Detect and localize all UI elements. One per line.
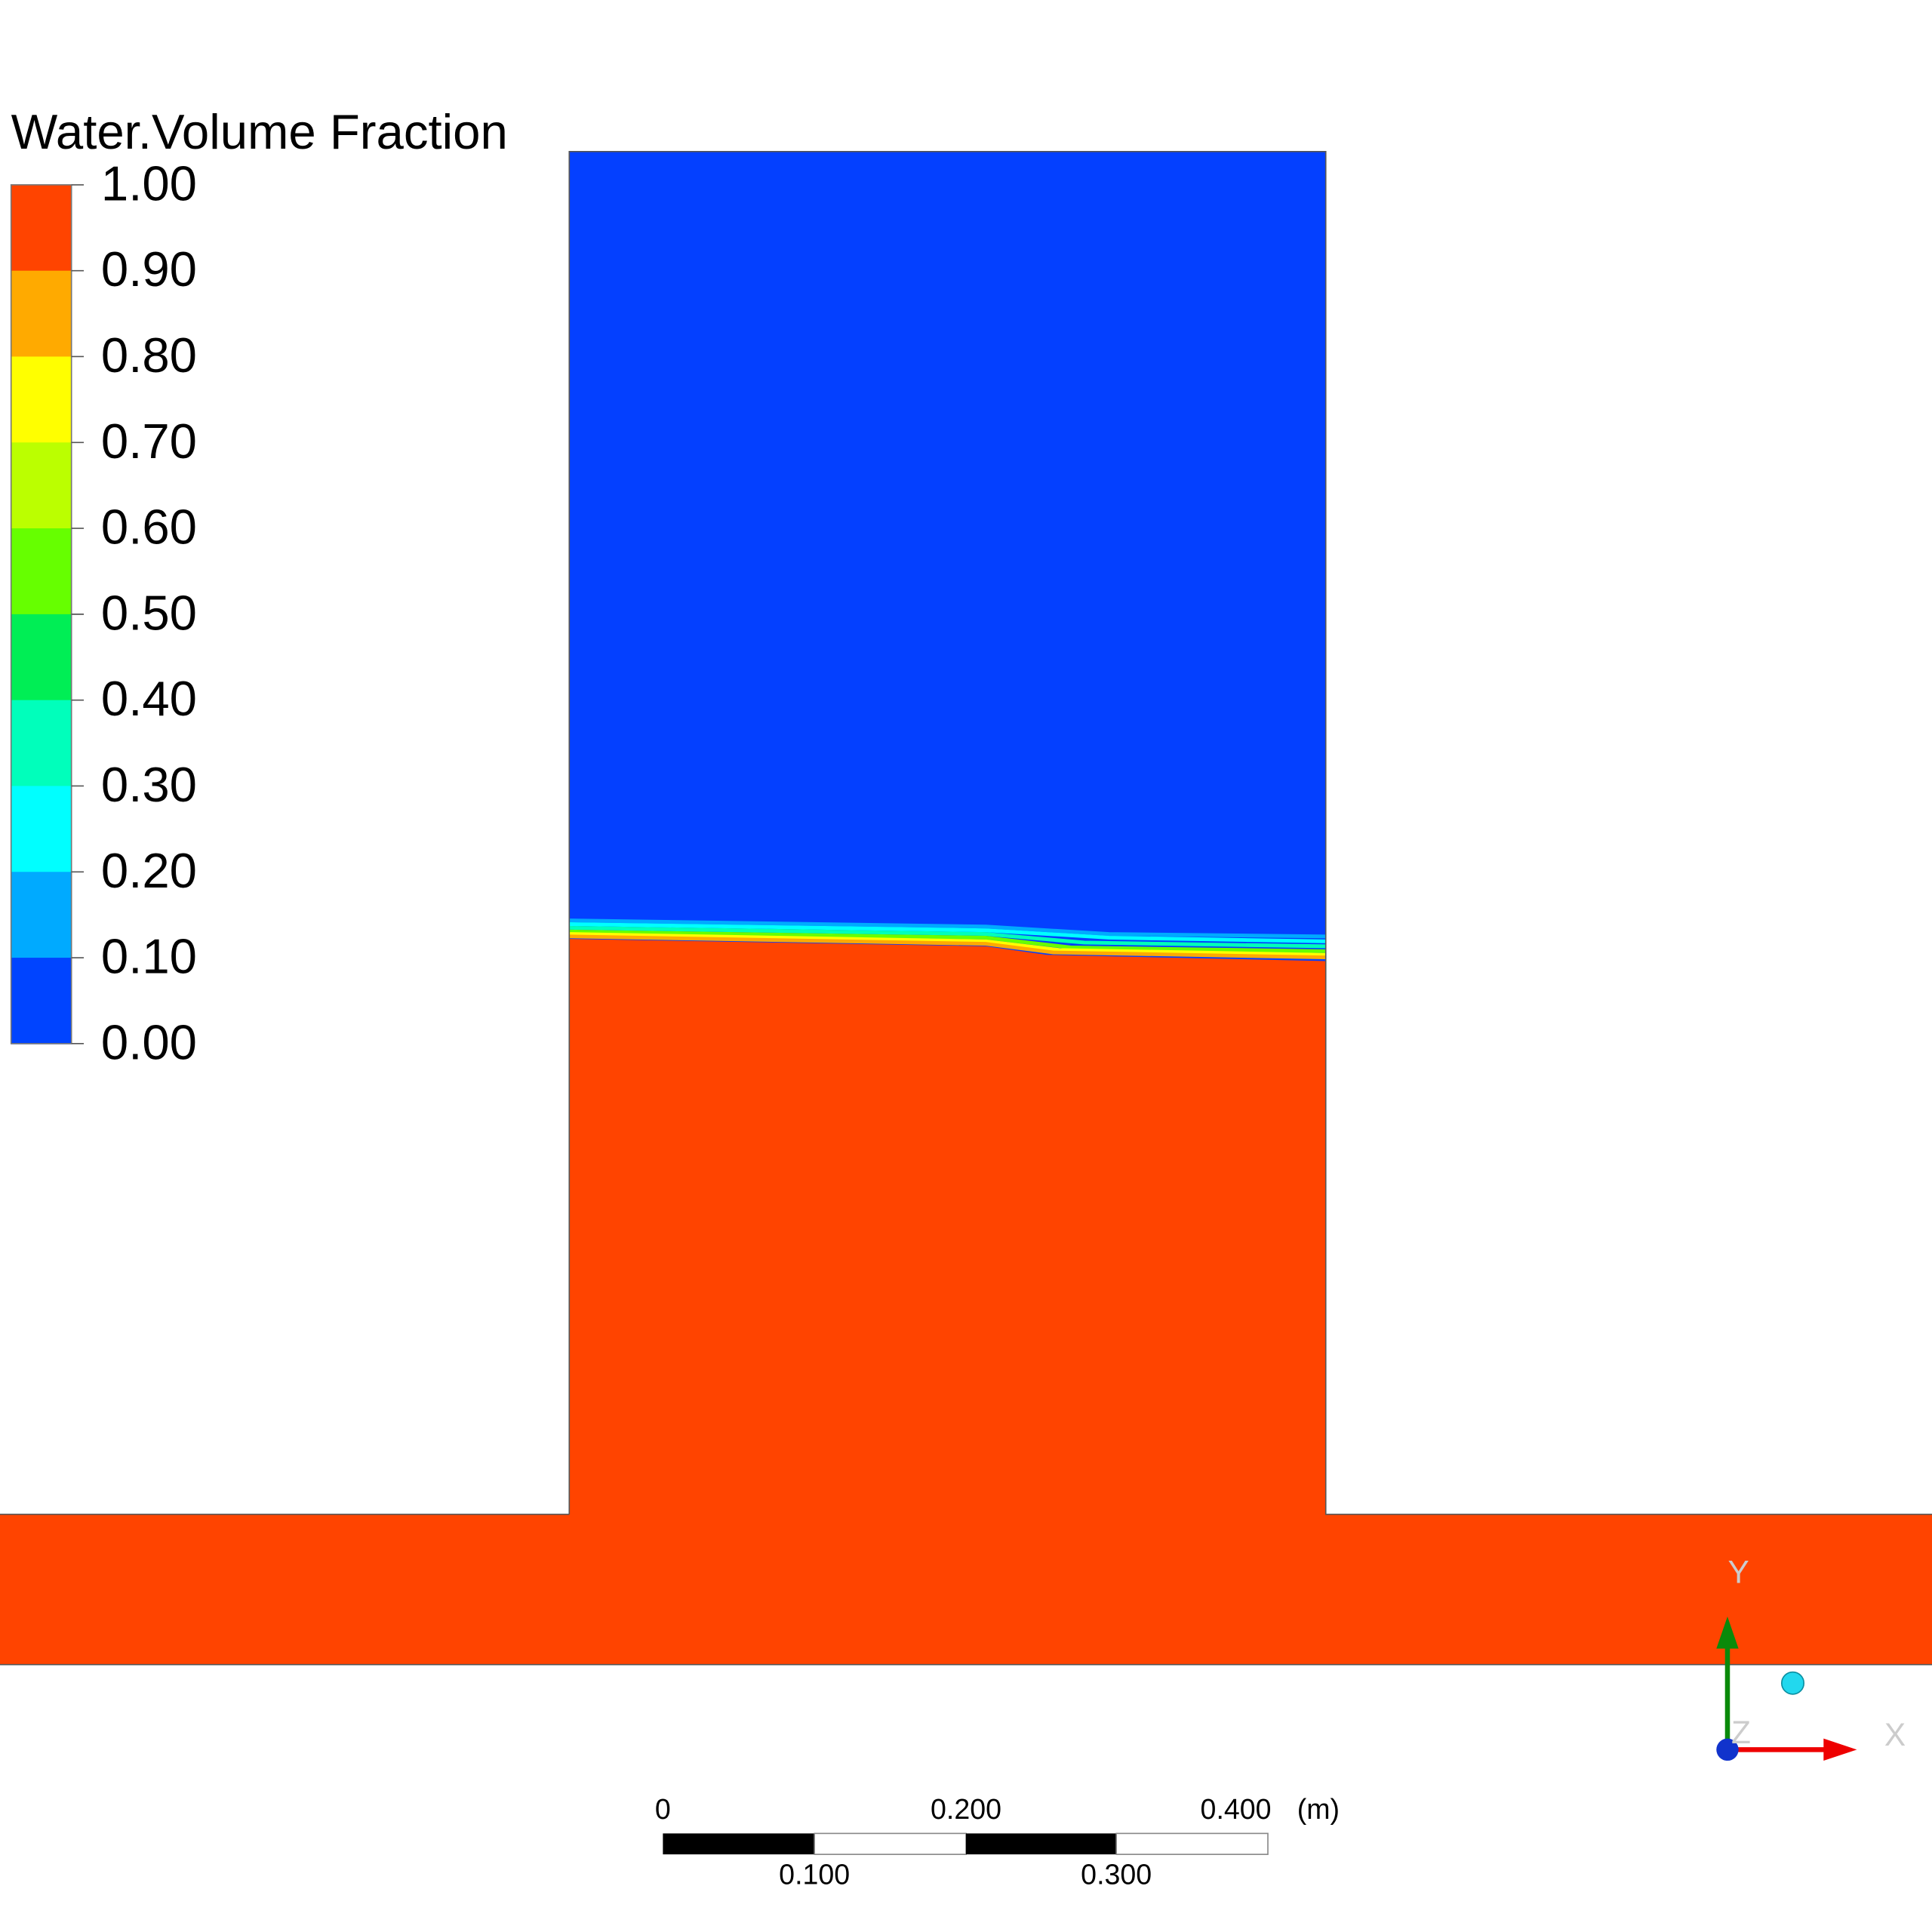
legend-band <box>11 528 72 615</box>
interface-band <box>569 922 1326 943</box>
legend-band <box>11 958 72 1044</box>
legend-label: 0.20 <box>101 843 197 898</box>
legend-label: 0.50 <box>101 585 197 640</box>
scale-label: 0.400 <box>1201 1793 1272 1825</box>
z-axis-dot <box>1716 1738 1739 1761</box>
legend-band <box>11 700 72 787</box>
x-axis-arrow-head <box>1823 1738 1857 1761</box>
scale-segment <box>814 1832 967 1855</box>
interface-band <box>569 932 1326 957</box>
legend-label: 0.60 <box>101 500 197 555</box>
scale-segment <box>663 1833 815 1855</box>
legend-band <box>11 184 72 272</box>
legend-band <box>11 614 72 701</box>
axis-label: Z <box>1731 1715 1751 1750</box>
scale-label: 0 <box>655 1793 671 1825</box>
air-region <box>569 151 1326 965</box>
interface-band <box>569 918 1326 939</box>
scale-label: 0.200 <box>931 1793 1001 1825</box>
scale-label: 0.100 <box>779 1858 850 1890</box>
legend-title: Water.Volume Fraction <box>11 104 508 159</box>
interface <box>569 918 1326 960</box>
legend-label: 0.40 <box>101 671 197 726</box>
legend-label: 1.00 <box>101 155 197 211</box>
interface-band <box>569 925 1326 949</box>
interface-band <box>569 934 1326 960</box>
water-region <box>0 939 1932 1665</box>
scale-segment <box>1115 1832 1269 1855</box>
outline <box>568 151 1932 1515</box>
legend-label: 0.90 <box>101 242 197 297</box>
y-axis-arrow-head <box>1716 1617 1739 1649</box>
scale-label: 0.300 <box>1081 1858 1152 1890</box>
legend: 1.00 0.90 0.80 0.70 0.60 0.50 0.40 0.30 0.20 0.10… <box>10 155 197 1069</box>
scale-segment <box>966 1833 1117 1855</box>
interface-band <box>569 929 1326 953</box>
axis-label: Y <box>1728 1555 1749 1590</box>
axis-label: X <box>1884 1717 1906 1752</box>
legend-label: 0.70 <box>101 414 197 469</box>
legend-band <box>11 356 72 444</box>
legend-band <box>11 872 72 958</box>
legend-label: 0.10 <box>101 929 197 984</box>
view-sphere <box>1781 1671 1805 1695</box>
legend-band <box>11 786 72 873</box>
legend-band <box>11 442 72 529</box>
legend-label: 0.30 <box>101 757 197 812</box>
legend-label: 0.80 <box>101 328 197 383</box>
legend-band <box>11 270 72 358</box>
legend-label: 0.00 <box>101 1014 197 1069</box>
scale-unit: (m) <box>1297 1793 1340 1825</box>
